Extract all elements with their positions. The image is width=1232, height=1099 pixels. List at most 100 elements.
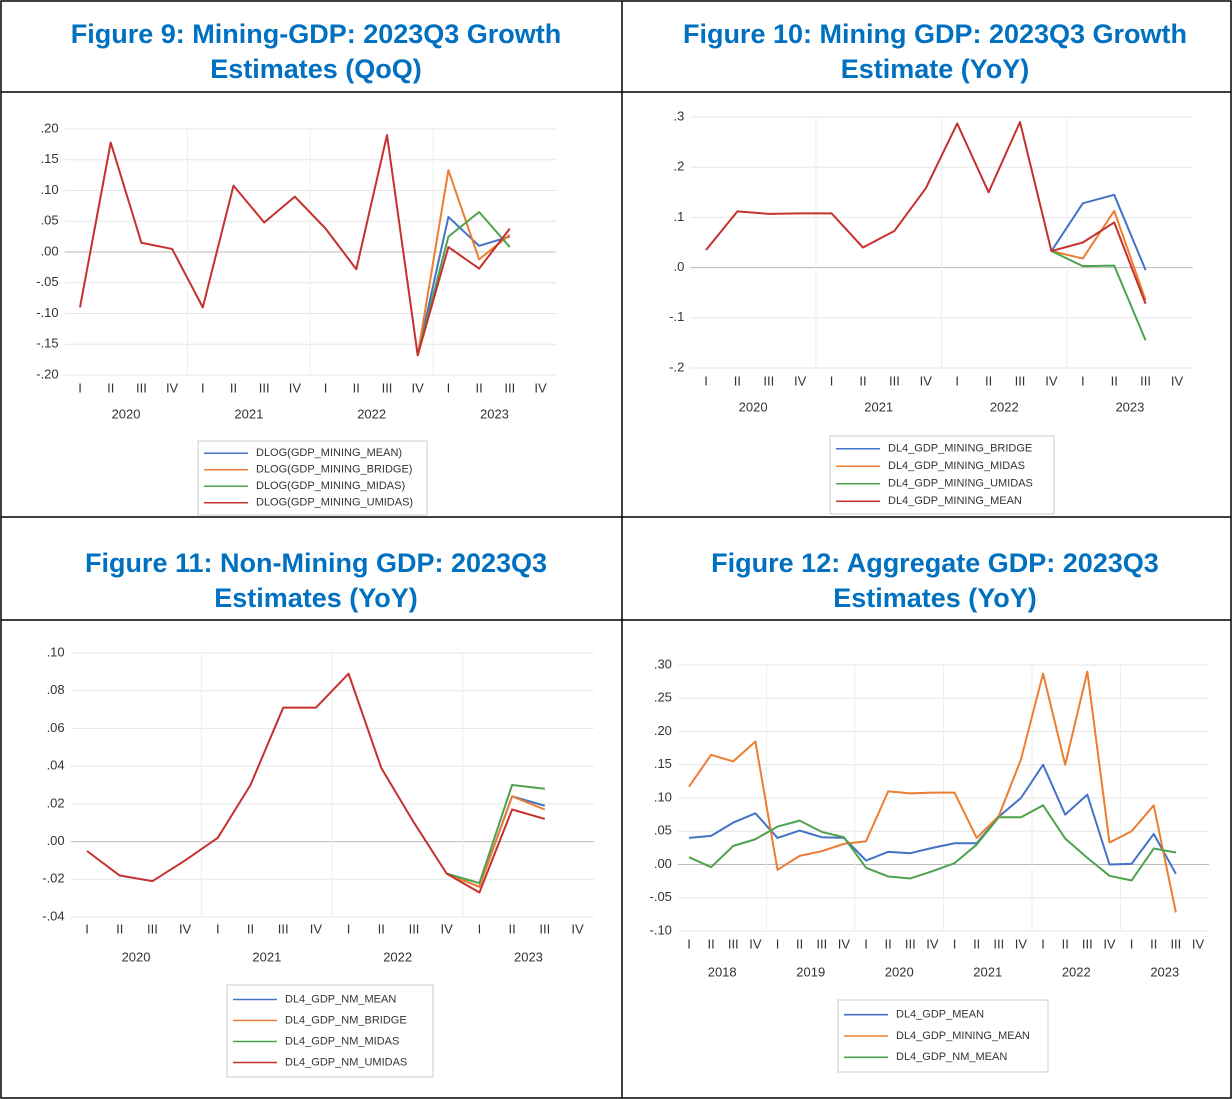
x-tick-label: IV xyxy=(1015,936,1028,951)
x-tick-label: IV xyxy=(289,380,302,395)
x-tick-label: IV xyxy=(412,380,425,395)
y-tick-label: .05 xyxy=(41,213,59,228)
x-tick-label: II xyxy=(734,373,741,388)
x-tick-label: IV xyxy=(1103,936,1116,951)
year-label: 2023 xyxy=(480,406,509,421)
x-tick-label: I xyxy=(955,373,959,388)
year-label: 2021 xyxy=(252,949,281,964)
year-label: 2020 xyxy=(112,406,141,421)
x-tick-label: II xyxy=(116,921,123,936)
year-label: 2021 xyxy=(973,964,1002,979)
x-tick-label: IV xyxy=(166,380,179,395)
series-line xyxy=(446,795,546,888)
year-label: 2021 xyxy=(234,406,263,421)
x-tick-label: III xyxy=(1140,373,1151,388)
year-label: 2022 xyxy=(1062,964,1091,979)
x-tick-label: II xyxy=(973,936,980,951)
series-line xyxy=(446,784,545,885)
x-tick-label: IV xyxy=(926,936,939,951)
y-tick-label: .20 xyxy=(41,120,59,135)
legend-label: DLOG(GDP_MINING_UMIDAS) xyxy=(256,497,413,509)
year-label: 2021 xyxy=(864,399,893,414)
x-tick-label: II xyxy=(985,373,992,388)
x-tick-label: II xyxy=(230,380,237,395)
x-tick-label: III xyxy=(504,380,515,395)
x-tick-label: III xyxy=(1082,936,1093,951)
x-tick-label: II xyxy=(247,921,254,936)
x-tick-label: III xyxy=(816,936,827,951)
series-line xyxy=(79,134,511,357)
y-tick-label: -.02 xyxy=(42,871,64,886)
year-label: 2019 xyxy=(796,964,825,979)
year-label: 2023 xyxy=(1150,964,1179,979)
legend-label: DLOG(GDP_MINING_BRIDGE) xyxy=(256,464,412,476)
chart-title: Figure 12: Aggregate GDP: 2023Q3 xyxy=(711,548,1159,578)
x-tick-label: II xyxy=(353,380,360,395)
x-tick-label: IV xyxy=(794,373,807,388)
series-line xyxy=(86,672,546,894)
x-tick-label: I xyxy=(830,373,834,388)
x-tick-label: I xyxy=(864,936,868,951)
y-tick-label: .10 xyxy=(654,789,672,804)
y-tick-label: -.04 xyxy=(42,908,64,923)
y-tick-label: -.1 xyxy=(669,309,684,324)
y-tick-label: .25 xyxy=(654,690,672,705)
x-tick-label: III xyxy=(382,380,393,395)
series-line xyxy=(1050,250,1147,341)
legend-label: DL4_GDP_MINING_BRIDGE xyxy=(888,443,1032,455)
y-tick-label: .02 xyxy=(47,795,65,810)
x-tick-label: I xyxy=(687,936,691,951)
y-tick-label: .1 xyxy=(673,209,684,224)
x-tick-label: III xyxy=(728,936,739,951)
x-tick-label: I xyxy=(1041,936,1045,951)
chart-title: Figure 10: Mining GDP: 2023Q3 Growth xyxy=(683,19,1187,49)
x-tick-label: I xyxy=(953,936,957,951)
year-label: 2022 xyxy=(357,406,386,421)
legend-label: DL4_GDP_MINING_MEAN xyxy=(896,1030,1030,1042)
legend-label: DL4_GDP_NM_BRIDGE xyxy=(285,1014,407,1026)
chart-title: Figure 11: Non-Mining GDP: 2023Q3 xyxy=(85,548,547,578)
year-label: 2020 xyxy=(885,964,914,979)
x-tick-label: I xyxy=(447,380,451,395)
y-tick-label: .00 xyxy=(47,833,65,848)
legend-label: DL4_GDP_MEAN xyxy=(896,1009,984,1021)
x-tick-label: IV xyxy=(571,921,584,936)
y-tick-label: .2 xyxy=(673,159,684,174)
chart-title: Estimate (YoY) xyxy=(841,54,1030,84)
y-tick-label: -.10 xyxy=(650,922,672,937)
y-tick-label: .06 xyxy=(47,720,65,735)
x-tick-label: III xyxy=(136,380,147,395)
y-tick-label: .3 xyxy=(673,108,684,123)
year-label: 2020 xyxy=(739,399,768,414)
y-tick-label: -.20 xyxy=(36,366,58,381)
series-line xyxy=(416,211,511,356)
year-label: 2022 xyxy=(990,399,1019,414)
x-tick-label: I xyxy=(478,921,482,936)
series-line xyxy=(705,121,1147,305)
x-tick-label: III xyxy=(993,936,1004,951)
y-tick-label: -.05 xyxy=(650,889,672,904)
x-tick-label: III xyxy=(1170,936,1181,951)
legend-label: DL4_GDP_MINING_MEAN xyxy=(888,495,1022,507)
x-tick-label: IV xyxy=(179,921,192,936)
x-tick-label: IV xyxy=(749,936,762,951)
x-tick-label: II xyxy=(508,921,515,936)
legend-label: DLOG(GDP_MINING_MEAN) xyxy=(256,447,402,459)
y-tick-label: .10 xyxy=(41,182,59,197)
y-tick-label: .20 xyxy=(654,723,672,738)
x-tick-label: II xyxy=(1150,936,1157,951)
legend-label: DL4_GDP_NM_MEAN xyxy=(896,1051,1007,1063)
series-line xyxy=(416,169,511,356)
legend-label: DL4_GDP_MINING_MIDAS xyxy=(888,460,1025,472)
y-tick-label: -.15 xyxy=(36,336,58,351)
x-tick-label: I xyxy=(201,380,205,395)
x-tick-label: II xyxy=(885,936,892,951)
chart-title: Figure 9: Mining-GDP: 2023Q3 Growth xyxy=(71,19,562,49)
x-tick-label: II xyxy=(1111,373,1118,388)
chart-title: Estimates (YoY) xyxy=(833,583,1037,613)
series-line xyxy=(1051,209,1147,301)
x-tick-label: IV xyxy=(920,373,933,388)
x-tick-label: II xyxy=(708,936,715,951)
